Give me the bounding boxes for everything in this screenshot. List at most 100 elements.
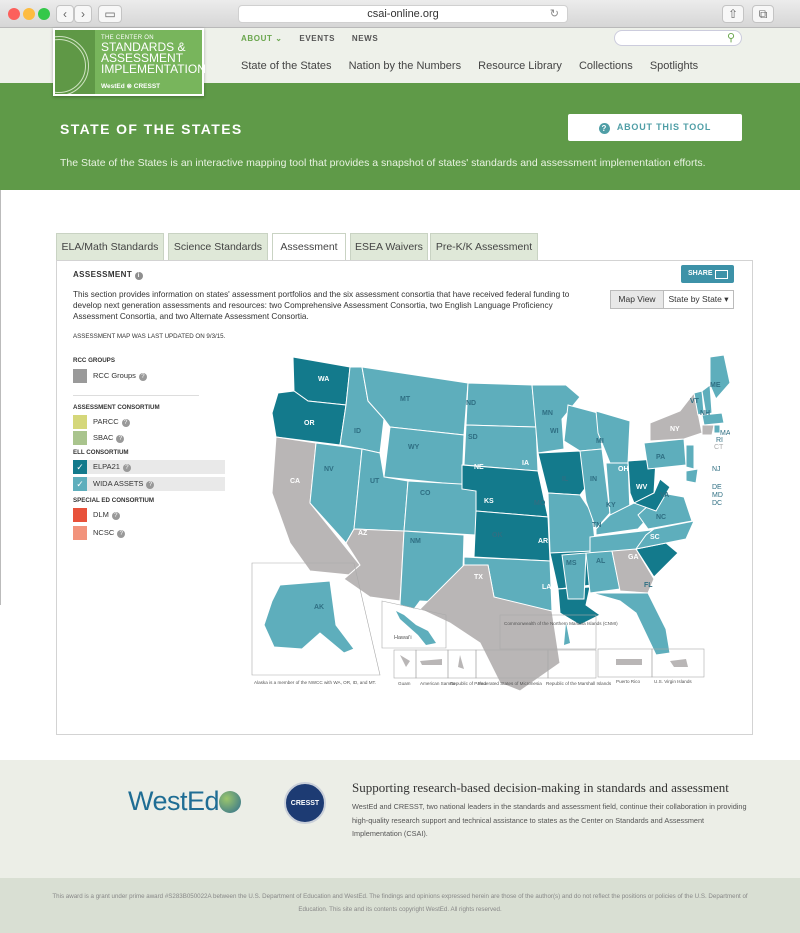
- label-sd: SD: [468, 434, 478, 441]
- wested-logo[interactable]: WestEd: [128, 786, 242, 817]
- legend-parcc[interactable]: PARCC?: [73, 415, 225, 429]
- state-tx[interactable]: [419, 564, 561, 692]
- browser-toolbar: ‹ › ▭ csai-online.org ↻ ⇧ ⧉: [0, 0, 800, 28]
- label-la: LA: [542, 584, 551, 591]
- help-icon[interactable]: ?: [121, 419, 130, 427]
- state-nd[interactable]: [465, 382, 537, 428]
- reload-icon[interactable]: ↻: [549, 8, 559, 20]
- map-view-button[interactable]: Map View: [610, 290, 664, 309]
- nav-about[interactable]: ABOUT ⌄: [241, 34, 283, 43]
- tab-prek-k-assessment[interactable]: Pre-K/K Assessment: [430, 233, 538, 260]
- help-icon[interactable]: ?: [146, 481, 155, 489]
- dlm-swatch: [73, 508, 87, 522]
- rcc-label: RCC Groups: [93, 371, 136, 380]
- share-page-icon[interactable]: ⇧: [722, 5, 744, 23]
- state-ga[interactable]: [611, 548, 655, 594]
- wida-label: WIDA ASSETS: [93, 479, 144, 488]
- about-this-tool-button[interactable]: ? ABOUT THIS TOOL: [568, 114, 742, 141]
- zoom-window-icon[interactable]: [38, 8, 50, 20]
- label-in: IN: [590, 476, 597, 483]
- label-mi: MI: [596, 438, 604, 445]
- sidebar-icon[interactable]: ▭: [98, 5, 122, 23]
- site-footer: [0, 760, 800, 878]
- tab-ela-math-standards[interactable]: ELA/Math Standards: [56, 233, 164, 260]
- nav-state-of-the-states[interactable]: State of the States: [241, 60, 332, 72]
- help-icon[interactable]: ?: [117, 530, 126, 538]
- help-icon[interactable]: ?: [138, 373, 147, 381]
- label-il: IL: [562, 476, 569, 483]
- search-input[interactable]: ⚲: [614, 30, 742, 46]
- label-marshall-islands: Republic of the Marshall Islands: [546, 681, 612, 686]
- close-window-icon[interactable]: [8, 8, 20, 20]
- legend-rcc-groups[interactable]: RCC Groups?: [73, 369, 225, 383]
- label-ok: OK: [492, 532, 503, 539]
- state-wy[interactable]: [383, 426, 465, 486]
- state-fl[interactable]: [591, 592, 671, 656]
- legend-sbac[interactable]: SBAC?: [73, 431, 225, 445]
- state-ct[interactable]: [701, 424, 715, 436]
- state-ms[interactable]: [561, 552, 587, 600]
- state-de-md[interactable]: [685, 468, 699, 484]
- state-ks[interactable]: [473, 510, 551, 562]
- logo-partners: WestEd ⊗ CRESST: [101, 83, 161, 90]
- ncsc-label: NCSC: [93, 528, 115, 537]
- state-ri[interactable]: [713, 424, 721, 434]
- tabs-overview-icon[interactable]: ⧉: [752, 5, 774, 23]
- nav-collections[interactable]: Collections: [578, 60, 633, 72]
- label-ak: AK: [314, 604, 324, 611]
- footer-description: WestEd and CRESST, two national leaders …: [352, 802, 747, 838]
- info-icon[interactable]: i: [134, 272, 143, 280]
- main-nav: State of the States Nation by the Number…: [241, 60, 712, 72]
- state-ma[interactable]: [701, 412, 725, 426]
- state-me[interactable]: [709, 354, 730, 400]
- tab-science-standards[interactable]: Science Standards: [168, 233, 268, 260]
- disclaimer-text: This award is a grant under prime award …: [52, 893, 748, 913]
- legend-wida-assets[interactable]: ✓ WIDA ASSETS?: [73, 477, 225, 491]
- legend-ncsc[interactable]: NCSC?: [73, 526, 225, 540]
- help-icon[interactable]: ?: [122, 464, 131, 472]
- state-ak[interactable]: [263, 580, 355, 654]
- legend-elpa21[interactable]: ✓ ELPA21?: [73, 460, 225, 474]
- label-de: DE: [712, 484, 722, 491]
- logo-line1: THE CENTER ON: [101, 35, 154, 41]
- nav-spotlights[interactable]: Spotlights: [649, 60, 699, 72]
- nav-events[interactable]: EVENTS: [299, 34, 336, 43]
- tab-assessment[interactable]: Assessment: [272, 233, 346, 261]
- search-icon[interactable]: ⚲: [726, 32, 735, 44]
- page-title: STATE OF THE STATES: [60, 121, 243, 137]
- cresst-logo[interactable]: CRESST: [284, 782, 326, 824]
- address-bar[interactable]: csai-online.org ↻: [238, 5, 568, 23]
- label-cnmi: Commonwealth of the Northern Mariana Isl…: [504, 621, 618, 626]
- label-va: VA: [660, 492, 669, 499]
- state-mo[interactable]: [547, 492, 597, 554]
- share-button[interactable]: SHARE: [681, 265, 734, 283]
- chevron-down-icon: ⌄: [275, 34, 283, 43]
- logo-emblem-icon: [55, 30, 95, 94]
- nav-nation-by-the-numbers[interactable]: Nation by the Numbers: [348, 60, 462, 72]
- minimize-window-icon[interactable]: [23, 8, 35, 20]
- label-id: ID: [354, 428, 361, 435]
- state-nc[interactable]: [634, 520, 695, 550]
- state-wv[interactable]: [632, 478, 671, 512]
- legend-dlm[interactable]: DLM?: [73, 508, 225, 522]
- help-icon[interactable]: ?: [116, 435, 125, 443]
- label-ga: GA: [628, 554, 639, 561]
- sbac-label: SBAC: [93, 433, 114, 442]
- left-divider: [0, 190, 1, 605]
- state-nh[interactable]: [701, 384, 713, 416]
- csai-logo[interactable]: THE CENTER ON STANDARDS & ASSESSMENT IMP…: [53, 28, 206, 96]
- tab-esea-waivers[interactable]: ESEA Waivers: [350, 233, 428, 260]
- nav-news[interactable]: NEWS: [351, 34, 379, 43]
- label-co: CO: [420, 490, 431, 497]
- label-tx: TX: [474, 574, 483, 581]
- label-hi: Hawai'i: [394, 635, 412, 641]
- nav-resource-library[interactable]: Resource Library: [478, 60, 562, 72]
- back-icon[interactable]: ‹: [56, 5, 74, 23]
- state-il[interactable]: [579, 448, 611, 530]
- help-icon[interactable]: ?: [111, 512, 120, 520]
- state-nj[interactable]: [685, 444, 695, 470]
- label-ca: CA: [290, 478, 300, 485]
- forward-icon[interactable]: ›: [74, 5, 92, 23]
- state-by-state-dropdown[interactable]: State by State ▾: [663, 290, 734, 309]
- state-vt[interactable]: [693, 390, 705, 416]
